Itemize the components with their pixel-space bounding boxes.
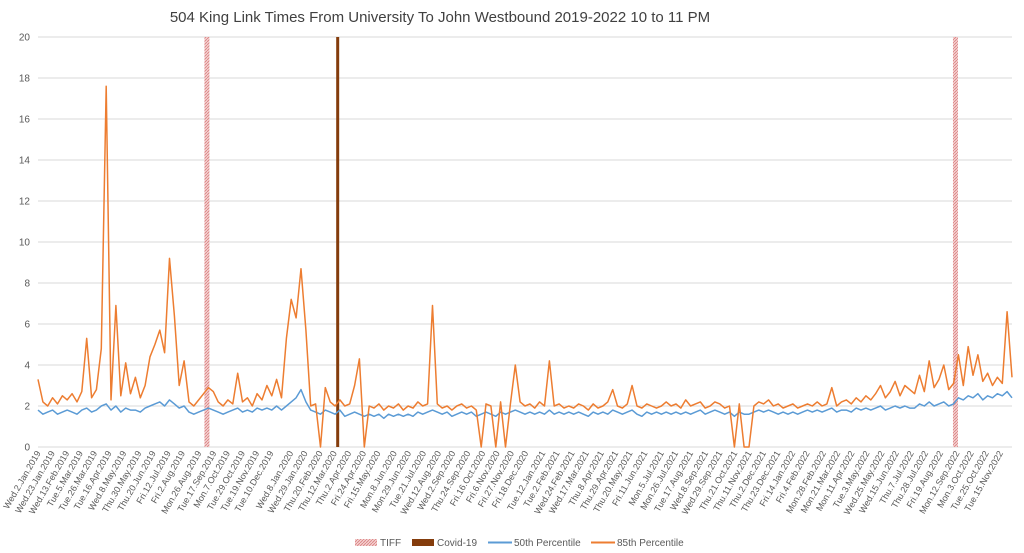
series-line-85th-percentile — [37, 85, 1013, 448]
x-axis-ticks: Wed.2.Jan.2019Wed.23.Jan.2019Wed.13.Feb.… — [1, 449, 1005, 517]
y-tick-label: 8 — [24, 279, 30, 290]
tiff-bar — [952, 37, 958, 447]
covid-bar — [336, 37, 340, 447]
y-tick-label: 0 — [24, 443, 30, 454]
y-tick-label: 2 — [24, 402, 30, 413]
legend-label: 85th Percentile — [617, 538, 684, 549]
y-tick-label: 16 — [19, 115, 31, 126]
legend-swatch-tiff — [355, 539, 377, 546]
event-bars — [204, 37, 958, 447]
y-tick-label: 20 — [19, 33, 31, 44]
legend-label: Covid-19 — [437, 538, 477, 549]
y-tick-label: 10 — [19, 238, 31, 249]
legend-label: 50th Percentile — [514, 538, 581, 549]
y-tick-label: 6 — [24, 320, 30, 331]
tiff-bar — [204, 37, 210, 447]
y-tick-label: 18 — [19, 74, 31, 85]
legend-label: TIFF — [380, 538, 401, 549]
legend: TIFF Covid-19 50th Percentile 85th Percenti… — [355, 538, 684, 549]
gridlines — [38, 36, 1012, 448]
y-tick-label: 12 — [19, 197, 31, 208]
chart-title: 504 King Link Times From University To J… — [170, 9, 710, 26]
series-lines — [37, 85, 1013, 448]
legend-swatch-covid — [412, 539, 434, 546]
y-axis-ticks: 0 2 4 6 8 10 12 14 16 18 20 — [19, 33, 31, 454]
y-tick-label: 4 — [24, 361, 30, 372]
series-line-50th-percentile — [37, 388, 1013, 420]
y-tick-label: 14 — [19, 156, 31, 167]
